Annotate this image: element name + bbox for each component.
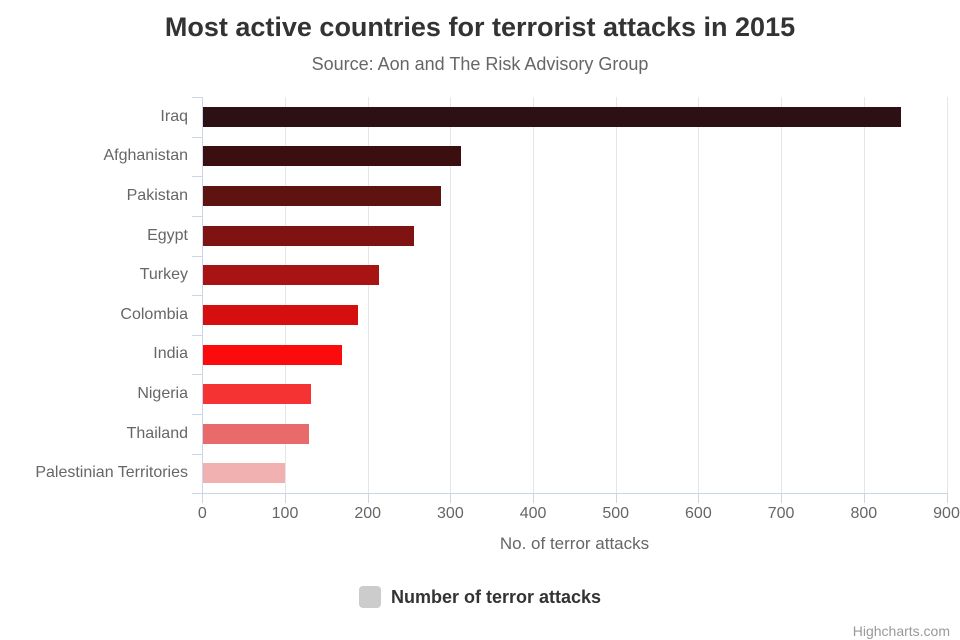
gridline-800	[863, 97, 865, 494]
category-label-thailand: Thailand	[126, 424, 188, 442]
category-label-turkey: Turkey	[139, 266, 188, 284]
bar-turkey[interactable]	[202, 265, 379, 286]
x-axis-tick-900	[946, 493, 948, 504]
gridline-100	[285, 97, 286, 494]
y-axis-tick	[192, 374, 203, 376]
category-label-india: India	[153, 345, 188, 363]
x-axis-tick-400	[533, 493, 535, 504]
gridline-700	[781, 97, 783, 494]
y-axis-tick	[192, 176, 203, 178]
x-axis-label-900: 900	[933, 505, 960, 523]
x-axis-line	[201, 493, 947, 495]
category-label-colombia: Colombia	[120, 305, 188, 323]
x-axis-tick-100	[285, 493, 286, 504]
x-axis-tick-200	[367, 493, 369, 504]
y-axis-tick	[192, 334, 203, 336]
category-label-iraq: Iraq	[160, 107, 188, 125]
x-axis-tick-800	[863, 493, 865, 504]
x-axis-tick-300	[450, 493, 452, 504]
category-label-pakistan: Pakistan	[126, 186, 188, 204]
category-label-palestinian-territories: Palestinian Territories	[35, 464, 188, 482]
highcharts-credits-link[interactable]: Highcharts.com	[852, 623, 950, 639]
y-axis-tick	[192, 453, 203, 455]
bar-india[interactable]	[202, 344, 343, 365]
bar-colombia[interactable]	[202, 304, 359, 325]
x-axis-title: No. of terror attacks	[499, 534, 650, 553]
bar-palestinian-territories[interactable]	[202, 463, 286, 484]
gridline-300	[450, 97, 452, 494]
bar-thailand[interactable]	[202, 423, 310, 444]
legend-swatch-icon	[358, 586, 381, 608]
x-axis-label-0: 0	[197, 505, 207, 523]
gridline-900	[946, 97, 948, 494]
x-axis-label-200: 200	[354, 505, 382, 523]
x-axis-label-700: 700	[767, 505, 795, 523]
gridline-600	[698, 97, 700, 494]
y-axis-tick	[192, 215, 203, 217]
y-axis-tick	[192, 97, 203, 98]
y-axis-tick	[192, 493, 203, 495]
x-axis-tick-500	[615, 493, 617, 504]
category-label-afghanistan: Afghanistan	[103, 147, 188, 165]
y-axis-tick	[192, 255, 203, 257]
bar-iraq[interactable]	[202, 106, 902, 127]
x-axis-label-500: 500	[602, 505, 630, 523]
bar-egypt[interactable]	[202, 225, 414, 246]
category-label-egypt: Egypt	[147, 226, 188, 244]
x-axis-tick-600	[698, 493, 700, 504]
x-axis-tick-0	[202, 493, 204, 504]
x-axis-label-800: 800	[850, 505, 878, 523]
bar-nigeria[interactable]	[202, 384, 312, 405]
x-axis-tick-700	[781, 493, 783, 504]
x-axis-label-100: 100	[271, 505, 299, 523]
legend-item[interactable]: Number of terror attacks	[0, 583, 960, 611]
y-axis-tick	[192, 414, 203, 415]
x-axis-label-300: 300	[437, 505, 464, 523]
chart-title: Most active countries for terrorist atta…	[164, 12, 796, 42]
gridline-200	[367, 97, 369, 494]
bar-afghanistan[interactable]	[202, 146, 461, 167]
bar-pakistan[interactable]	[202, 186, 441, 207]
y-axis-tick	[192, 295, 203, 297]
y-axis-line	[202, 97, 204, 494]
x-axis-label-600: 600	[685, 505, 712, 523]
chart-subtitle: Source: Aon and The Risk Advisory Group	[311, 54, 649, 74]
gridline-500	[615, 97, 617, 494]
category-label-nigeria: Nigeria	[137, 385, 188, 403]
legend-label: Number of terror attacks	[390, 586, 602, 607]
x-axis-label-400: 400	[519, 505, 547, 523]
gridline-400	[533, 97, 535, 494]
y-axis-tick	[192, 136, 203, 138]
